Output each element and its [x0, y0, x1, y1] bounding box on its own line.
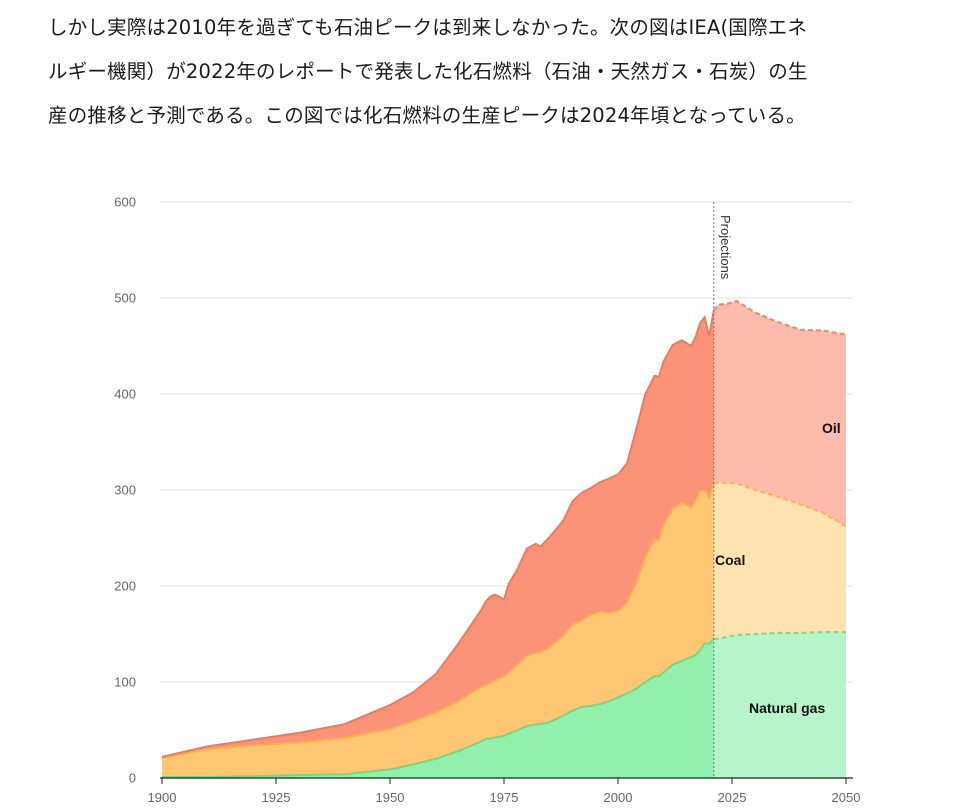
series-labels: Oil Coal Natural gas: [715, 420, 841, 716]
y-tick-label: 400: [114, 387, 136, 402]
y-tick-label: 200: [114, 579, 136, 594]
paragraph-line: しかし実際は2010年を過ぎても石油ピークは到来しなかった。次の図はIEA(国際…: [48, 16, 808, 39]
x-tick-label: 1950: [376, 790, 405, 805]
series-label-coal: Coal: [715, 552, 745, 568]
oil-projection-line: [712, 299, 847, 336]
axes: 0 100 200 300 400 500 600 Projections 1900 1925 19…: [114, 195, 860, 806]
y-tick-label: 500: [114, 291, 136, 306]
x-tick-label: 2025: [718, 790, 747, 805]
x-tick-label: 2000: [604, 790, 633, 805]
natural-gas-projection-area: [713, 632, 846, 778]
series-label-natural-gas: Natural gas: [749, 700, 825, 716]
series-label-oil: Oil: [822, 420, 841, 436]
coal-historical-area: [162, 483, 714, 777]
oil-projection-area: [713, 300, 846, 527]
y-tick-label: 600: [114, 195, 136, 210]
projection-label: Projections: [718, 215, 733, 280]
oil-historical-line: [161, 310, 715, 758]
x-tick-label: 1925: [262, 790, 291, 805]
natural-gas-projection-line: [713, 631, 846, 640]
y-tick-label: 100: [114, 675, 136, 690]
paragraph-line: ルギー機関）が2022年のレポートで発表した化石燃料（石油・天然ガス・石炭）の生: [48, 60, 808, 83]
coal-projection-line: [713, 481, 847, 528]
natural-gas-historical-area: [162, 638, 714, 778]
oil-historical-area: [162, 310, 714, 758]
coal-projection-area: [713, 482, 846, 639]
intro-paragraph: しかし実際は2010年を過ぎても石油ピークは到来しなかった。次の図はIEA(国際…: [48, 6, 928, 138]
x-tick-label: 1900: [148, 790, 177, 805]
paragraph-line: 産の推移と予測である。この図では化石燃料の生産ピークは2024年頃となっている。: [48, 104, 806, 127]
x-tick-label: 2050: [832, 790, 861, 805]
natural-gas-historical-line: [162, 638, 715, 778]
x-tick-label: 1975: [490, 790, 519, 805]
y-tick-label: 0: [129, 771, 136, 786]
coal-historical-line: [161, 482, 715, 759]
stacked-areas: [161, 299, 847, 778]
y-tick-label: 300: [114, 483, 136, 498]
